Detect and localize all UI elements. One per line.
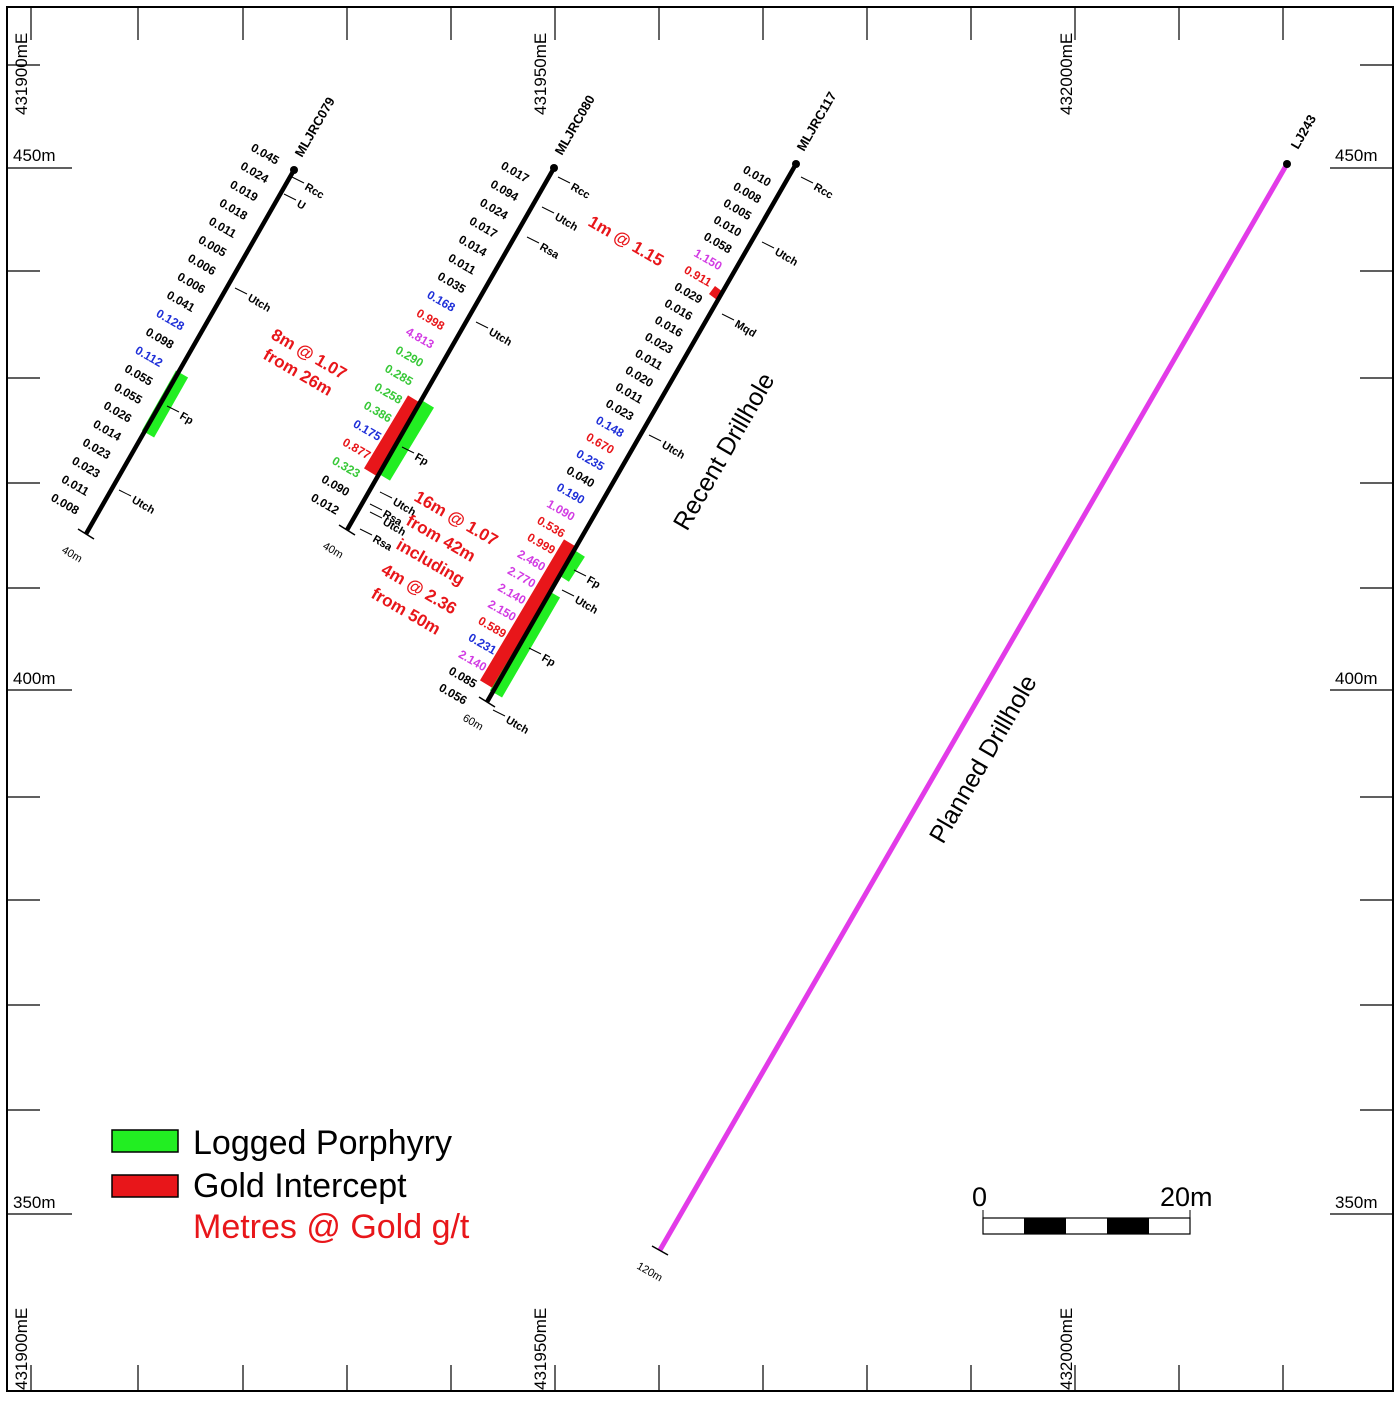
geology-contact-tick <box>648 434 662 442</box>
right-ticks <box>1330 64 1393 1215</box>
easting-label-bottom-1: 431900mE <box>12 1308 31 1390</box>
geology-contact-tick <box>379 491 393 499</box>
geology-contact-tick <box>541 206 555 214</box>
porphyry-interval <box>557 549 585 582</box>
geology-contact-tick <box>401 446 415 454</box>
geology-code: Fp <box>413 451 431 468</box>
legend-gold-swatch <box>111 1174 179 1198</box>
drillhole-mljrc079 <box>77 166 305 540</box>
scalebar-max-label: 20m <box>1160 1182 1213 1212</box>
geology-contact-tick <box>561 589 575 597</box>
geology-contact-tick <box>492 709 506 717</box>
geology-contact-tick <box>528 647 542 655</box>
elevation-label-right-350: 350m <box>1335 1193 1378 1212</box>
drillhole-mljrc080 <box>338 164 571 536</box>
scale-bar <box>982 1210 1191 1235</box>
easting-label-bottom-2: 431950mE <box>531 1308 550 1390</box>
porphyry-interval <box>141 370 189 438</box>
drillhole-trace <box>84 168 296 536</box>
drillhole-trace <box>345 166 556 532</box>
geology-contact-tick <box>234 287 248 295</box>
porphyry-interval <box>489 590 561 698</box>
easting-label-top-3: 432000mE <box>1057 33 1076 115</box>
left-ticks <box>7 64 72 1215</box>
geology-contact-tick <box>291 176 305 184</box>
porphyry-interval <box>378 400 434 481</box>
elevation-label-left-350: 350m <box>13 1193 56 1212</box>
geology-code: Fp <box>540 652 558 669</box>
drillhole-collar <box>792 160 800 168</box>
map-frame <box>6 6 1394 1392</box>
elevation-label-left-400: 400m <box>13 669 56 688</box>
geology-contact-tick <box>557 176 571 184</box>
geology-contact-tick <box>359 528 373 536</box>
planned-drillhole-trace <box>657 162 1290 1252</box>
geology-code: Fp <box>178 410 196 427</box>
geology-contact-tick <box>475 321 489 329</box>
top-ticks <box>30 7 1284 40</box>
easting-label-top-2: 431950mE <box>531 33 550 115</box>
bottom-ticks <box>30 1365 1284 1391</box>
planned-end-tick <box>651 1245 669 1256</box>
elevation-label-right-450: 450m <box>1335 146 1378 165</box>
planned-drillhole-collar <box>1283 160 1291 168</box>
drillhole-mljrc117 <box>478 160 814 717</box>
legend-porphyry-swatch <box>111 1129 179 1153</box>
end-depth-tick <box>338 524 356 536</box>
geology-contact-tick <box>800 176 814 184</box>
legend-porphyry-label: Logged Porphyry <box>193 1124 452 1162</box>
geology-contact-tick <box>761 241 775 249</box>
elevation-label-left-450: 450m <box>13 146 56 165</box>
geology-contact-tick <box>118 489 132 497</box>
drillhole-collar <box>550 164 558 172</box>
geology-contact-tick <box>721 313 735 321</box>
elevation-label-right-400: 400m <box>1335 669 1378 688</box>
geology-contact-tick <box>166 405 180 413</box>
geology-contact-tick <box>526 236 540 244</box>
scalebar-min-label: 0 <box>972 1182 987 1212</box>
easting-label-bottom-3: 432000mE <box>1057 1308 1076 1390</box>
geology-contact-tick <box>283 193 297 201</box>
legend-gold-label: Gold Intercept <box>193 1167 407 1205</box>
geology-contact-tick <box>369 511 383 519</box>
gold-intercept-interval <box>479 539 577 688</box>
geology-contact-tick <box>369 503 383 511</box>
easting-label-top-1: 431900mE <box>12 33 31 115</box>
end-depth-tick <box>478 696 496 708</box>
drillhole-collar <box>290 166 298 174</box>
end-depth-tick <box>77 528 95 540</box>
geology-code: Fp <box>585 574 603 591</box>
drillhole-trace <box>485 162 798 704</box>
legend-metres-label: Metres @ Gold g/t <box>193 1208 470 1246</box>
gold-intercept-interval <box>364 395 420 476</box>
geology-contact-tick <box>573 569 587 577</box>
